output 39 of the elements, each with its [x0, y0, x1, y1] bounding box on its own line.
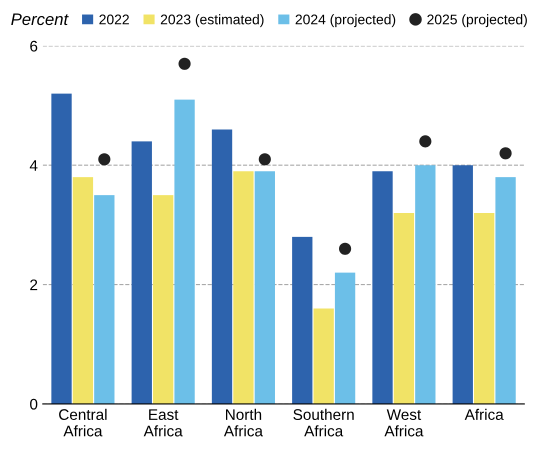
- point: [98, 153, 110, 166]
- bar: [72, 177, 94, 404]
- x-tick-label: Southern Africa: [293, 408, 354, 436]
- x-tick-label: East Africa: [144, 409, 183, 436]
- y-tick-label: 4: [30, 160, 38, 171]
- x-tick-label: North Africa: [224, 408, 263, 436]
- bar: [452, 165, 473, 404]
- bar: [132, 141, 152, 404]
- bar: [415, 165, 436, 404]
- point: [500, 147, 512, 160]
- point: [419, 135, 432, 148]
- bar: [153, 195, 174, 404]
- bar: [372, 171, 393, 404]
- point: [178, 58, 191, 70]
- legend-label: 2024 (projected): [296, 14, 396, 28]
- legend-label: 2022: [99, 14, 129, 24]
- x-tick-label: Africa: [464, 408, 504, 420]
- x-tick-label: West Africa: [384, 409, 424, 436]
- y-tick-label: 6: [30, 40, 38, 52]
- bar: [212, 129, 232, 404]
- bar: [292, 236, 312, 404]
- bar: [94, 195, 114, 404]
- bar: [474, 212, 494, 404]
- bar: [495, 177, 516, 404]
- bar: [334, 272, 356, 404]
- point: [339, 242, 352, 255]
- legend-label: 2025 (projected): [427, 14, 527, 28]
- legend-label: 2023 (estimated): [160, 14, 264, 28]
- x-tick-label: Central Africa: [59, 408, 107, 436]
- bar: [394, 212, 414, 404]
- y-axis-title: Percent: [11, 14, 69, 26]
- bar: [51, 94, 72, 404]
- point: [258, 153, 271, 166]
- bar: [254, 171, 275, 404]
- y-tick-label: 2: [30, 279, 38, 290]
- bar: [174, 100, 195, 404]
- bar: [233, 171, 254, 404]
- bar: [314, 308, 334, 404]
- y-tick-label: 0: [30, 398, 38, 410]
